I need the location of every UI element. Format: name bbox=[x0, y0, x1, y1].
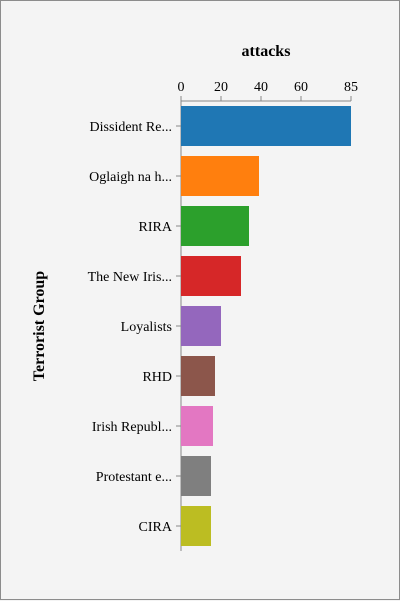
category-label: Protestant e... bbox=[96, 470, 172, 485]
x-axis-ticks: 0 20 40 60 85 bbox=[178, 80, 358, 101]
bar[interactable] bbox=[181, 506, 211, 546]
bar[interactable] bbox=[181, 206, 249, 246]
bar[interactable] bbox=[181, 356, 215, 396]
category-label: Loyalists bbox=[121, 320, 172, 335]
y-axis-title: Terrorist Group bbox=[31, 271, 48, 381]
bar[interactable] bbox=[181, 156, 259, 196]
bar[interactable] bbox=[181, 456, 211, 496]
x-tick-label: 0 bbox=[178, 80, 185, 95]
bars bbox=[181, 106, 351, 546]
category-label: The New Iris... bbox=[88, 270, 172, 285]
category-label: Dissident Re... bbox=[90, 120, 172, 135]
category-label: Oglaigh na h... bbox=[89, 170, 172, 185]
bar[interactable] bbox=[181, 256, 241, 296]
x-tick-label: 60 bbox=[294, 80, 308, 95]
x-tick-label: 40 bbox=[254, 80, 268, 95]
category-label: CIRA bbox=[139, 520, 173, 535]
x-tick-label: 20 bbox=[214, 80, 228, 95]
category-label: Irish Republ... bbox=[92, 420, 172, 435]
category-label: RHD bbox=[142, 370, 172, 385]
x-tick-label: 85 bbox=[344, 80, 358, 95]
category-label: RIRA bbox=[139, 220, 173, 235]
x-axis-title: attacks bbox=[242, 43, 291, 60]
y-axis-labels: Dissident Re... Oglaigh na h... RIRA The Ne… bbox=[88, 120, 181, 535]
bar[interactable] bbox=[181, 406, 213, 446]
bar[interactable] bbox=[181, 306, 221, 346]
bar[interactable] bbox=[181, 106, 351, 146]
